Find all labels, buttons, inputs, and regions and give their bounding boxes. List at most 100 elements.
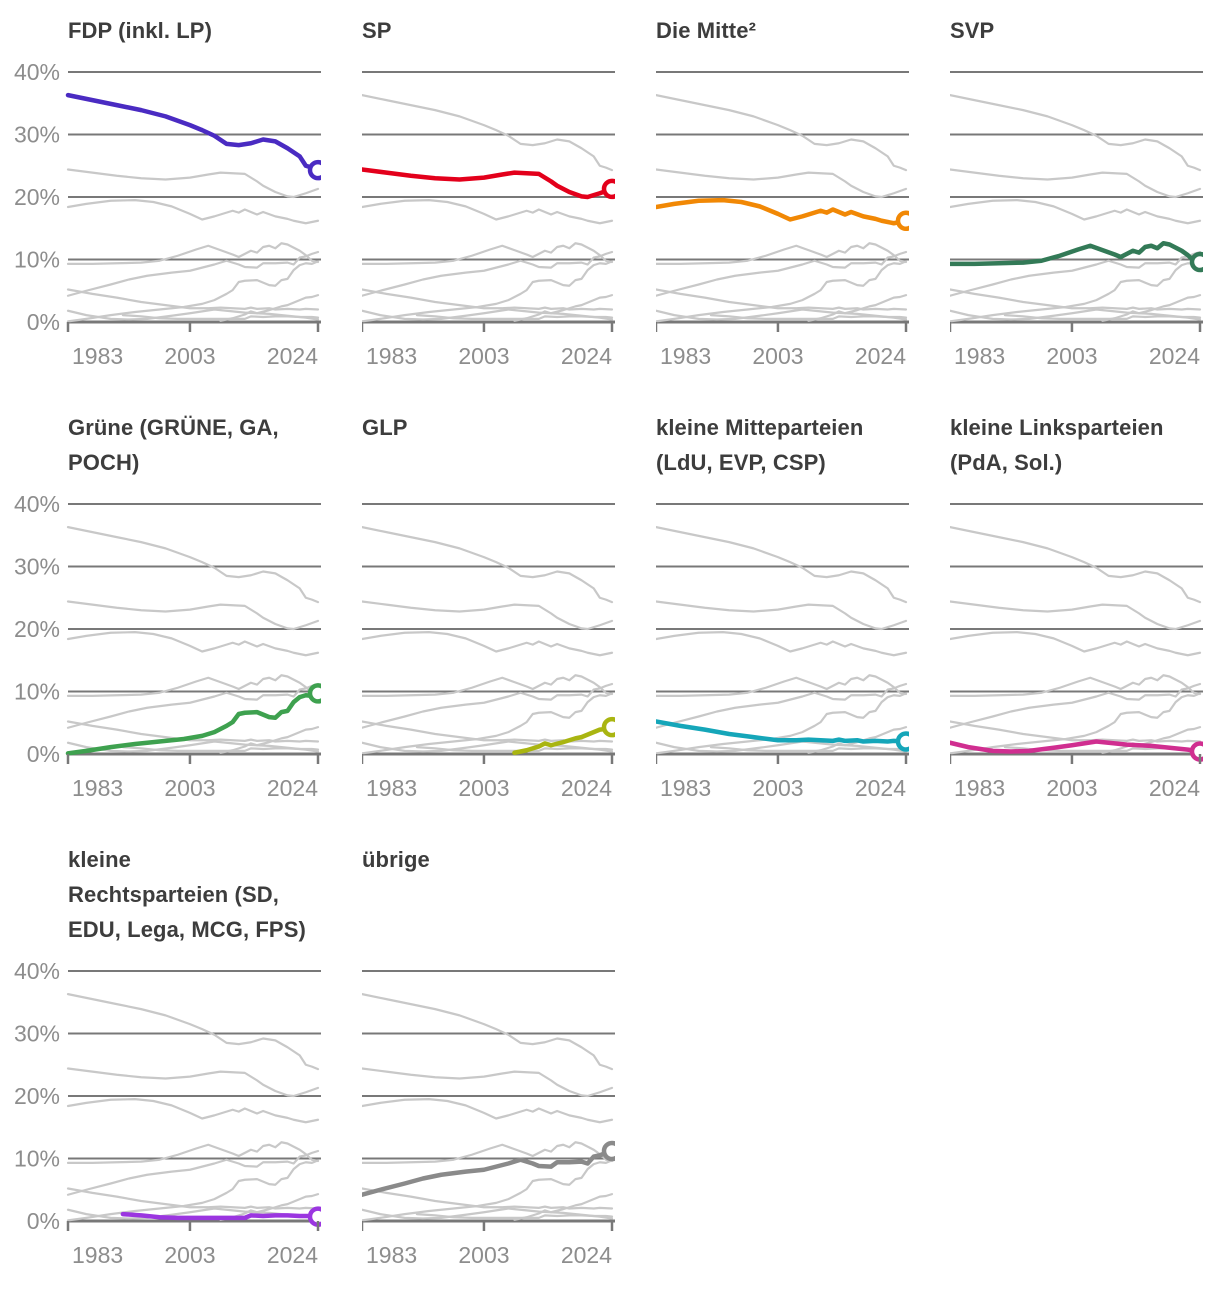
muted-series-line-kleine_mitteparteien	[950, 720, 1202, 743]
muted-series-line-kleine_mitteparteien	[66, 1187, 320, 1210]
highlight-line-kleine_mitteparteien	[656, 719, 909, 744]
x-tick-label: 1983	[954, 775, 1005, 801]
y-tick-label: 30%	[14, 1021, 60, 1047]
muted-series-line-uebrige	[950, 682, 1202, 729]
y-tick-label: 40%	[14, 494, 60, 517]
muted-series-line-uebrige	[362, 682, 614, 729]
muted-series-line-sp	[66, 168, 320, 199]
muted-series-line-fdp	[362, 993, 614, 1071]
muted-series-line-fdp	[656, 526, 908, 604]
y-tick-label: 20%	[14, 616, 60, 642]
x-tick-label: 2003	[752, 343, 803, 369]
muted-series-line-kleine_mitteparteien	[362, 288, 614, 311]
x-tick-label: 1983	[366, 343, 417, 369]
muted-series-line-uebrige	[656, 682, 908, 729]
panel-title: Die Mitte²	[656, 18, 756, 43]
chart-uebrige: 1983 2003 2024	[362, 970, 615, 1268]
muted-series-line-gruene	[656, 260, 908, 323]
chart-gruene: 1983 2003 2024 40% 30% 20% 10% 0%	[14, 494, 321, 801]
muted-series-line-kleine_mitteparteien	[362, 1187, 614, 1210]
muted-series-line-uebrige	[66, 682, 320, 729]
muted-series-line-mitte	[656, 631, 908, 657]
endpoint-marker	[307, 1206, 321, 1227]
muted-series-line-uebrige	[66, 1149, 320, 1196]
x-tick-label: 1983	[660, 343, 711, 369]
y-tick-label: 20%	[14, 1083, 60, 1109]
panel-kleine_linksparteien: kleine Linksparteien (PdA, Sol.) 1983 2003…	[950, 410, 1203, 806]
muted-series-line-mitte	[362, 1098, 614, 1124]
muted-series-line-svp	[950, 674, 1202, 697]
chart-svp: 1983 2003 2024	[950, 71, 1203, 369]
muted-series-line-svp	[656, 674, 908, 697]
muted-series-line-mitte	[950, 199, 1202, 225]
muted-series-line-svp	[362, 674, 614, 697]
muted-series-line-fdp	[362, 94, 614, 172]
endpoint-marker	[601, 178, 615, 200]
x-tick-label: 1983	[954, 343, 1005, 369]
panel-kleine_rechtsparteien: kleine Rechtsparteien (SD, EDU, Lega, MC…	[6, 842, 321, 1273]
muted-series-line-glp	[513, 1193, 614, 1221]
chart-sp: 1983 2003 2024	[362, 71, 615, 369]
y-tick-label: 10%	[14, 679, 60, 705]
panel-title: SP	[362, 18, 392, 43]
muted-series-line-mitte	[66, 1098, 320, 1124]
muted-series-line-gruene	[66, 260, 320, 323]
muted-series-line-kleine_rechtsparteien	[1003, 314, 1202, 320]
endpoint-marker	[895, 731, 909, 752]
muted-series-line-gruene	[66, 1159, 320, 1222]
muted-series-line-svp	[66, 674, 320, 697]
x-tick-label: 2003	[458, 1242, 509, 1268]
chart-glp: 1983 2003 2024	[362, 503, 615, 801]
muted-series-line-sp	[950, 168, 1202, 199]
highlight-line-kleine_linksparteien	[950, 739, 1203, 754]
panel-title: kleine Linksparteien (PdA, Sol.)	[950, 415, 1164, 475]
panel-title: FDP (inkl. LP)	[68, 18, 213, 43]
x-tick-label: 2024	[1149, 343, 1200, 369]
chart-kleine_mitteparteien: 1983 2003 2024	[656, 503, 909, 801]
panel-svp: SVP 1983 2003 2024	[950, 13, 1203, 374]
x-tick-label: 2003	[1046, 775, 1097, 801]
x-tick-label: 2024	[855, 775, 906, 801]
muted-series-line-fdp	[656, 94, 908, 172]
muted-series-line-glp	[513, 294, 614, 322]
x-tick-label: 2003	[458, 775, 509, 801]
x-tick-label: 1983	[366, 775, 417, 801]
muted-series-line-mitte	[66, 199, 320, 225]
muted-series-line-kleine_mitteparteien	[66, 288, 320, 311]
panel-fdp: FDP (inkl. LP) 1983 2003 2024 40% 30% 20% 10% 0%	[6, 13, 321, 374]
endpoint-marker	[1189, 251, 1203, 273]
muted-series-line-svp	[656, 242, 908, 265]
y-tick-label: 40%	[14, 961, 60, 984]
muted-series-line-sp	[66, 600, 320, 631]
muted-series-line-kleine_rechtsparteien	[709, 746, 908, 752]
muted-series-line-sp	[362, 1067, 614, 1098]
y-tick-label: 30%	[14, 122, 60, 148]
panel-mitte: Die Mitte² 1983 2003 2024	[656, 13, 909, 374]
x-tick-label: 1983	[72, 775, 123, 801]
x-tick-label: 2003	[164, 343, 215, 369]
panel-title: GLP	[362, 415, 408, 440]
x-tick-label: 2003	[458, 343, 509, 369]
chart-fdp: 1983 2003 2024 40% 30% 20% 10% 0%	[14, 62, 321, 369]
panel-title: übrige	[362, 847, 430, 872]
x-tick-label: 1983	[366, 1242, 417, 1268]
muted-series-line-mitte	[950, 631, 1202, 657]
muted-series-line-svp	[66, 242, 320, 265]
muted-series-line-gruene	[950, 260, 1202, 323]
muted-series-line-kleine_mitteparteien	[950, 288, 1202, 311]
highlight-line-uebrige	[362, 1148, 615, 1197]
x-tick-label: 2003	[1046, 343, 1097, 369]
muted-series-line-fdp	[66, 526, 320, 604]
muted-series-line-kleine_mitteparteien	[66, 720, 320, 743]
panel-title: SVP	[950, 18, 995, 43]
muted-series-line-fdp	[950, 526, 1202, 604]
x-tick-label: 2024	[561, 1242, 612, 1268]
muted-series-line-sp	[362, 600, 614, 631]
muted-series-line-fdp	[362, 526, 614, 604]
panel-sp: SP 1983 2003 2024	[362, 13, 615, 374]
muted-series-line-sp	[66, 1067, 320, 1098]
y-tick-label: 10%	[14, 247, 60, 273]
endpoint-marker	[895, 210, 909, 231]
muted-series-line-sp	[950, 600, 1202, 631]
